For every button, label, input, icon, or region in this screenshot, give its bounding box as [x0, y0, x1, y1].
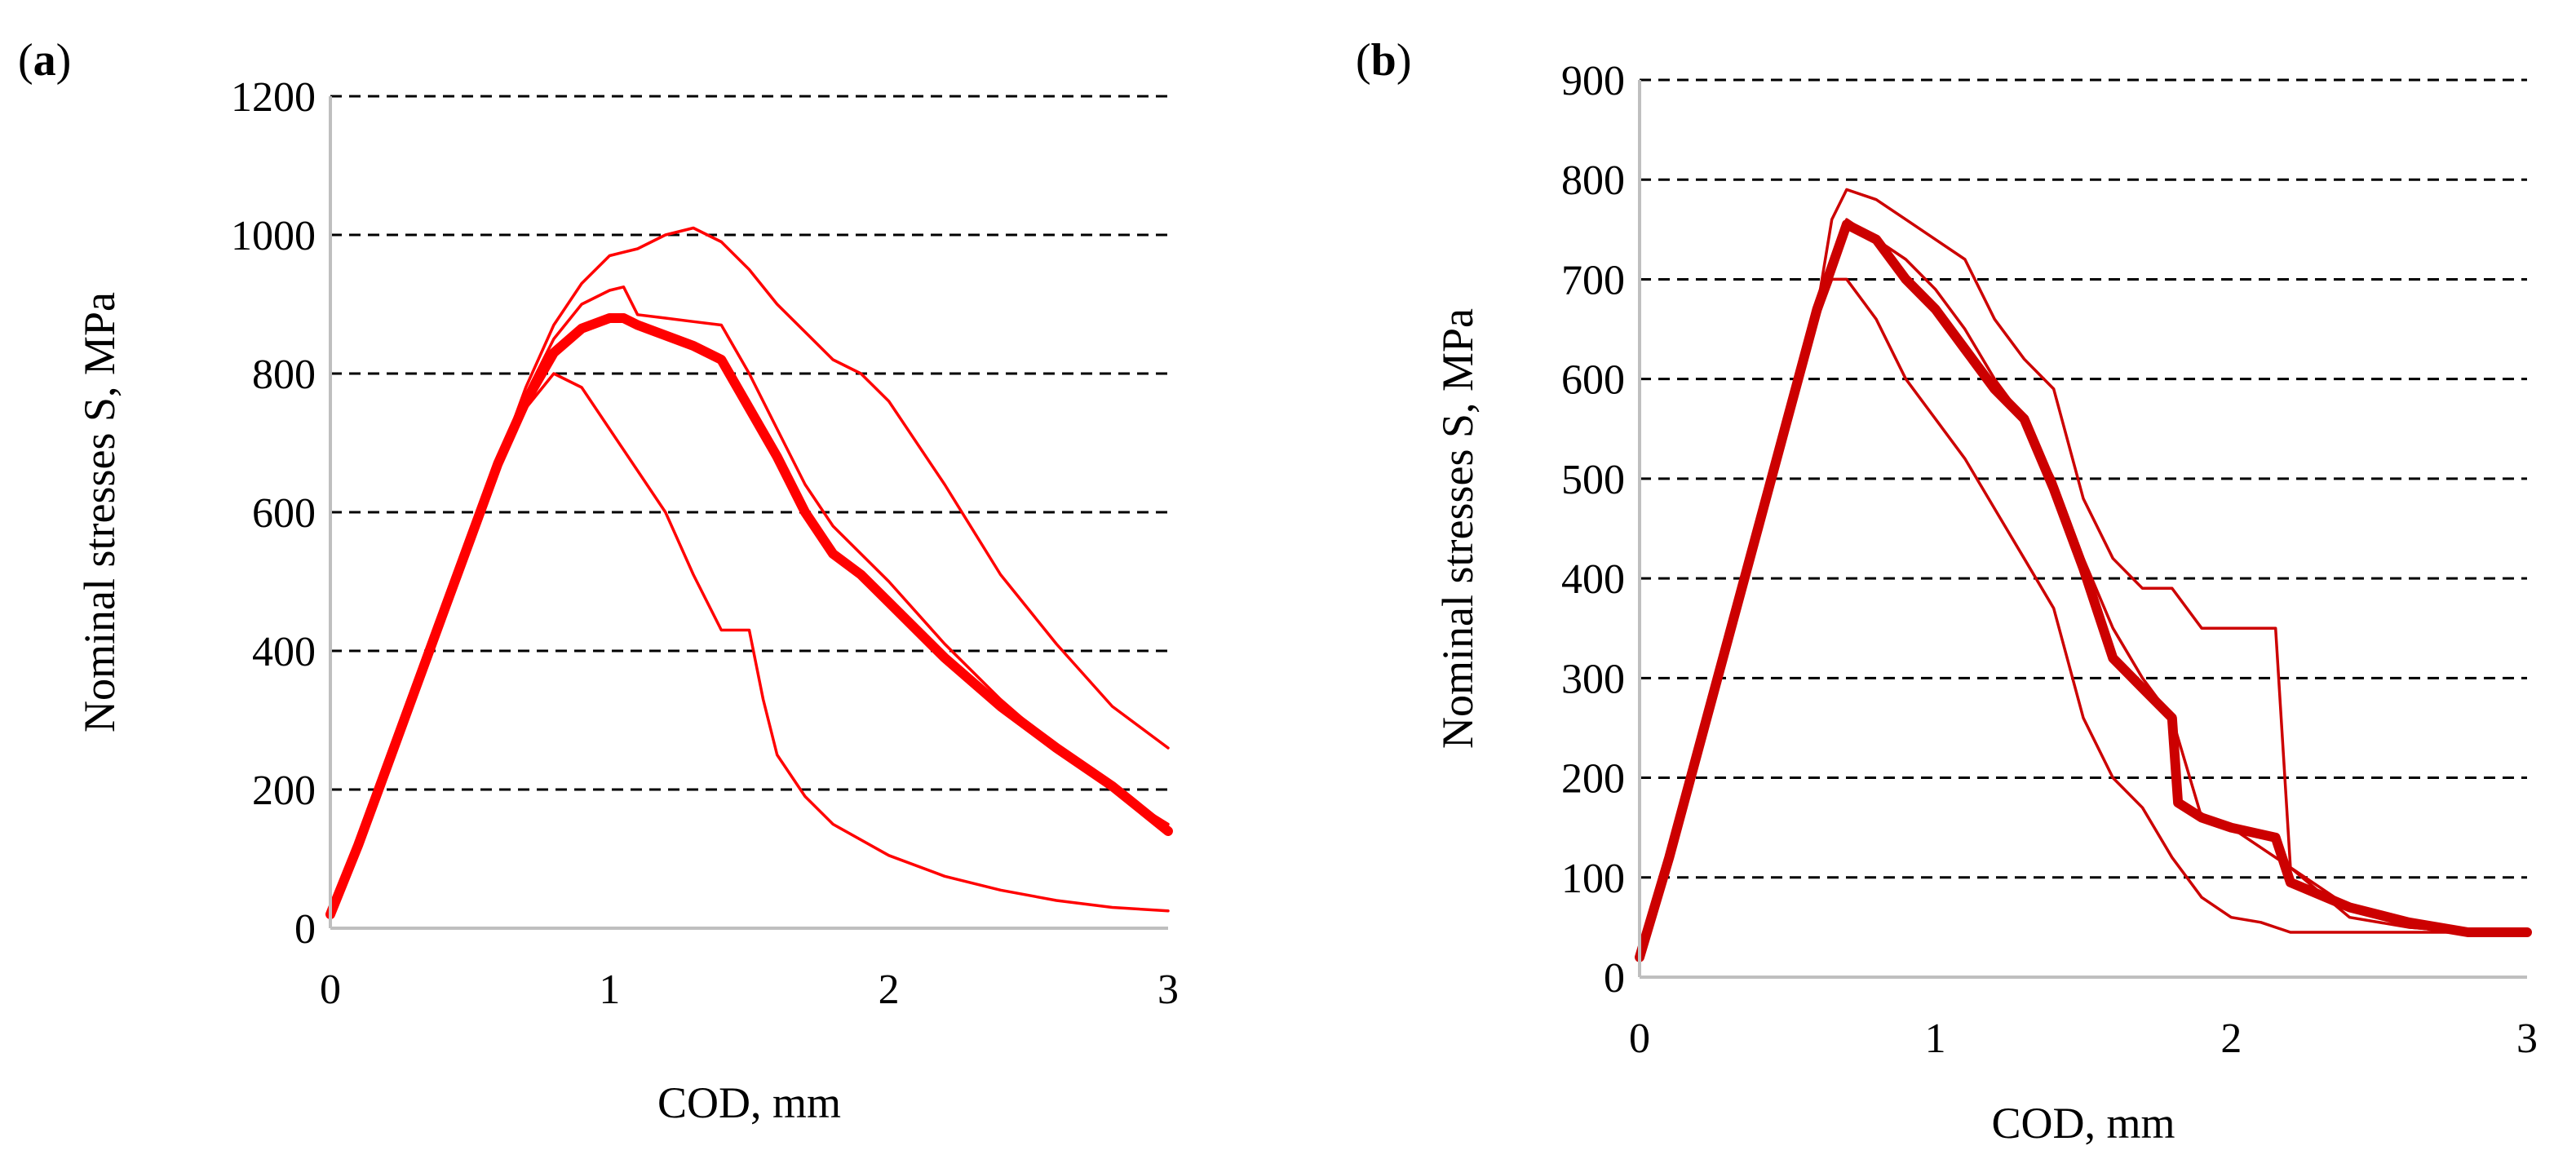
panel-letter-b: b	[1371, 35, 1396, 86]
y-tick-label-a-1: 200	[252, 768, 316, 814]
y-tick-label-a-5: 1000	[231, 213, 316, 259]
x-tick-label-b-2: 2	[2220, 1015, 2242, 1062]
y-axis-label-a: Nominal stresses S, MPa	[75, 292, 124, 732]
tick-labels-a: 0 200 400 600 800 1000 1200 0 1 2 3	[231, 74, 1179, 1013]
series-line-a-average	[325, 313, 1173, 919]
series-line-a-specimen-2	[329, 285, 1170, 916]
y-tick-label-b-9: 900	[1561, 58, 1625, 104]
y-tick-label-a-6: 1200	[231, 74, 316, 121]
series-group-b	[1635, 188, 2532, 962]
tick-labels-b: 0 100 200 300 400 500 600 700 800 900 0 1 2 3	[1561, 58, 2538, 1062]
x-axis-label-b: COD, mm	[1991, 1099, 2175, 1148]
panel-letter-a: a	[33, 35, 56, 86]
chart-panel-a: (a) 0 200 400 600 800 1000 1200 0 1 2 3 COD, mm No…	[18, 35, 1179, 1127]
y-tick-label-b-0: 0	[1604, 955, 1625, 1002]
y-tick-label-b-1: 100	[1561, 856, 1625, 902]
series-group-a	[325, 226, 1173, 919]
y-tick-label-a-2: 400	[252, 629, 316, 675]
y-tick-label-b-6: 600	[1561, 357, 1625, 404]
y-tick-label-b-2: 200	[1561, 756, 1625, 803]
x-tick-label-a-0: 0	[320, 967, 341, 1013]
x-tick-label-b-3: 3	[2516, 1015, 2538, 1062]
chart-panel-b: (b) 0 100 200 300 400 500 600 700 800 900 0 1 2 3 COD…	[1356, 35, 2538, 1148]
y-tick-label-b-5: 500	[1561, 457, 1625, 503]
x-axis-label-a: COD, mm	[657, 1078, 841, 1127]
y-tick-label-a-3: 600	[252, 490, 316, 537]
y-tick-label-b-3: 300	[1561, 656, 1625, 702]
y-axis-label-b: Nominal stresses S, MPa	[1433, 308, 1482, 749]
grid-lines-a	[330, 95, 1168, 791]
y-tick-label-b-4: 400	[1561, 556, 1625, 603]
x-tick-label-b-0: 0	[1629, 1015, 1650, 1062]
series-line-b-average	[1635, 219, 2532, 962]
x-tick-label-a-1: 1	[599, 967, 620, 1013]
series-line-b-specimen-3	[1638, 277, 2529, 959]
panel-label-a: (a)	[18, 35, 71, 86]
y-tick-label-b-7: 700	[1561, 257, 1625, 303]
y-tick-label-a-4: 800	[252, 352, 316, 398]
series-line-a-specimen-3	[329, 372, 1170, 916]
panel-label-b: (b)	[1356, 35, 1411, 86]
x-tick-label-a-2: 2	[879, 967, 900, 1013]
x-tick-label-b-1: 1	[1925, 1015, 1946, 1062]
series-line-b-specimen-2	[1638, 218, 2529, 959]
y-tick-label-b-8: 800	[1561, 157, 1625, 204]
y-tick-label-a-0: 0	[294, 906, 316, 953]
grid-lines-b	[1640, 78, 2527, 879]
x-tick-label-a-3: 3	[1157, 967, 1179, 1013]
